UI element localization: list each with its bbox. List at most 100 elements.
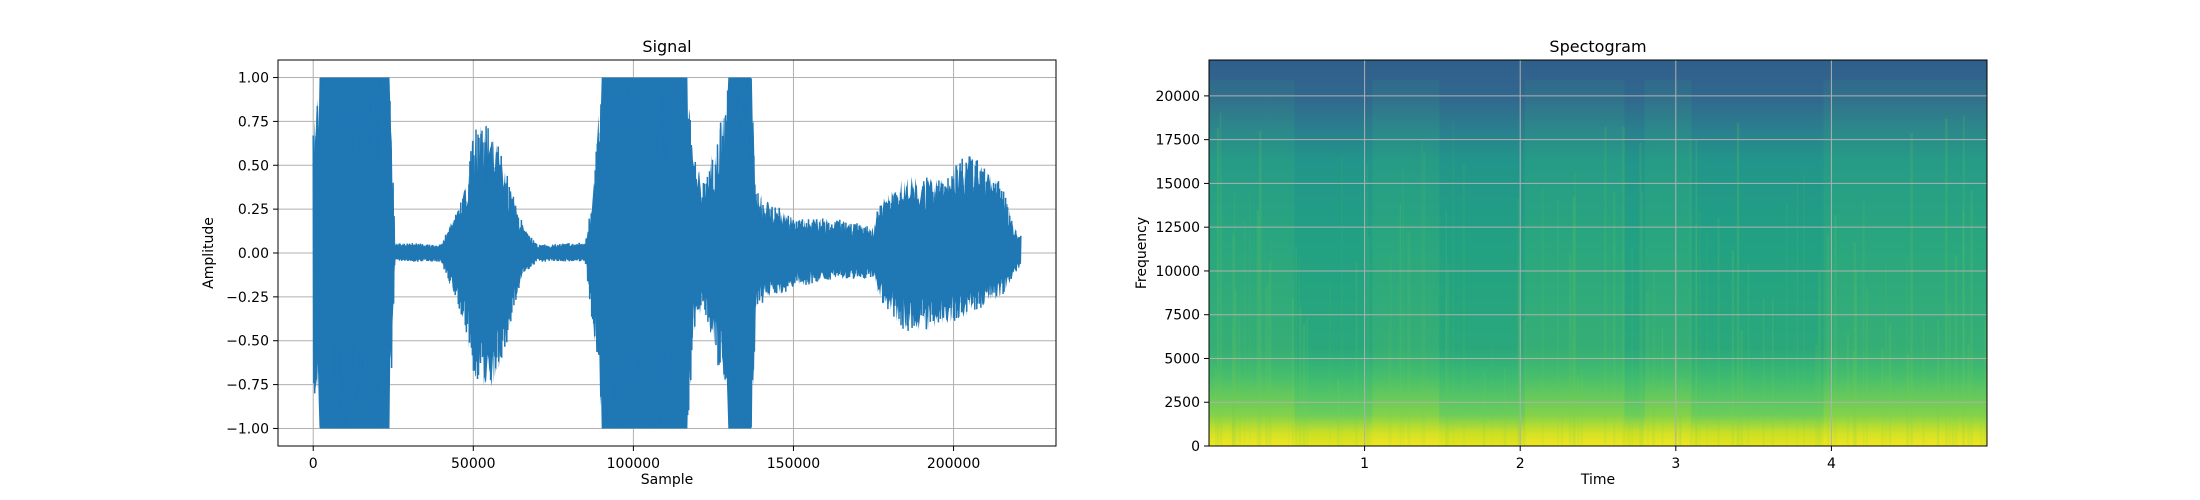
spectrogram-streak xyxy=(1717,217,1720,446)
x-tick-label: 200000 xyxy=(927,456,980,472)
spectrogram-energy-bands xyxy=(1209,80,1987,446)
spectrogram-streak xyxy=(1803,175,1805,446)
x-tick-label: 50000 xyxy=(451,456,496,472)
spectrogram-streak xyxy=(1268,262,1271,446)
x-tick-label: 4 xyxy=(1827,456,1836,472)
spectrogram-streak xyxy=(1639,142,1642,446)
y-tick-label: 15000 xyxy=(1155,176,1200,192)
x-tick-label: 100000 xyxy=(607,456,660,472)
spectrogram-streak xyxy=(1785,203,1788,446)
spectrogram-streak xyxy=(1258,131,1262,446)
spectrogram-streak xyxy=(1866,289,1868,446)
y-tick-label: 0 xyxy=(1191,439,1200,455)
spectrogram-streak xyxy=(1948,302,1951,446)
spectrogram-streak xyxy=(1517,198,1520,446)
y-tick-label: 0.25 xyxy=(238,202,269,218)
spectrogram-streak xyxy=(1846,334,1849,446)
spectrogram-streak xyxy=(1613,192,1616,446)
spectrogram-streak xyxy=(1483,371,1486,446)
spectrogram-streak xyxy=(1855,269,1858,446)
spectrogram-streak xyxy=(1402,168,1404,446)
spectrogram-streak xyxy=(1970,190,1973,446)
signal-waveform-detail xyxy=(312,78,1022,428)
spectrogram-panel: Spectogram 1 2 3 4 0 2500 5000 7500 10000 12500 15… xyxy=(1134,37,1988,488)
spectrogram-streak xyxy=(1445,292,1447,446)
spectrogram-streak xyxy=(1962,115,1965,446)
y-tick-label: 0.00 xyxy=(238,246,269,262)
spectrogram-streak xyxy=(1341,157,1343,446)
spectrogram-streak xyxy=(1266,281,1269,446)
spectrogram-streak xyxy=(1936,362,1940,446)
spectrogram-streak xyxy=(1234,289,1238,446)
signal-ylabel: Amplitude xyxy=(201,217,217,289)
spectrogram-streak xyxy=(1298,257,1300,446)
spectrogram-streak xyxy=(1336,379,1340,446)
y-tick-label: 2500 xyxy=(1164,395,1200,411)
y-tick-label: 17500 xyxy=(1155,133,1200,149)
spectrogram-xlabel: Time xyxy=(1580,472,1615,488)
signal-xlabel: Sample xyxy=(641,472,694,488)
y-tick-label: −0.25 xyxy=(226,290,269,306)
spectrogram-streak xyxy=(1699,211,1701,446)
spectrogram-streak xyxy=(1937,318,1939,446)
spectrogram-streak xyxy=(1651,403,1654,446)
y-tick-label: 7500 xyxy=(1164,308,1200,324)
spectrogram-streak xyxy=(1557,198,1559,446)
spectrogram-streak xyxy=(1906,353,1909,446)
spectrogram-streak xyxy=(1231,362,1234,446)
y-tick-label: −0.50 xyxy=(226,334,269,350)
spectrogram-streak xyxy=(1983,319,1987,446)
spectrogram-streak xyxy=(1299,307,1302,446)
spectrogram-speech-band xyxy=(1644,80,1692,446)
spectrogram-streak xyxy=(1219,112,1222,446)
spectrogram-streak xyxy=(1945,118,1948,446)
spectrogram-streak xyxy=(1503,368,1506,446)
spectrogram-streak xyxy=(1827,234,1829,446)
y-tick-label: 12500 xyxy=(1155,220,1200,236)
spectrogram-streak xyxy=(1302,324,1306,446)
spectrogram-streak xyxy=(1568,252,1572,446)
spectrogram-streak xyxy=(1220,177,1223,446)
spectrogram-streak xyxy=(1523,319,1526,446)
spectrogram-streak xyxy=(1295,246,1298,446)
spectrogram-streak xyxy=(1233,192,1236,446)
y-tick-label: 20000 xyxy=(1155,89,1200,105)
spectrogram-ticks: 1 2 3 4 0 2500 5000 7500 10000 12500 15000 17500 200… xyxy=(1155,89,1835,472)
spectrogram-streak xyxy=(1731,250,1735,446)
y-tick-label: −1.00 xyxy=(226,421,269,437)
spectrogram-streak xyxy=(1407,230,1411,446)
spectrogram-streak xyxy=(1922,320,1925,446)
spectrogram-streak xyxy=(1678,400,1682,446)
spectrogram-streak xyxy=(1232,328,1234,446)
spectrogram-streak xyxy=(1505,398,1507,446)
spectrogram-streak xyxy=(1695,138,1698,446)
spectrogram-streak xyxy=(1628,397,1630,446)
spectrogram-streak xyxy=(1329,283,1331,446)
spectrogram-streak xyxy=(1834,215,1837,446)
spectrogram-streak xyxy=(1736,121,1740,446)
spectrogram-streak xyxy=(1885,265,1887,446)
signal-panel: Signal 0 50000 100000 150000 200000 −1.00 −0.7… xyxy=(201,37,1057,488)
spectrogram-streak xyxy=(1581,369,1583,446)
spectrogram-streak xyxy=(1980,400,1983,446)
spectrogram-streak xyxy=(1491,342,1493,446)
spectrogram-streak xyxy=(1736,124,1740,446)
spectrogram-streak xyxy=(1815,345,1818,446)
spectrogram-streak xyxy=(1881,348,1884,446)
spectrogram-axes-frame xyxy=(1208,59,1988,447)
x-tick-label: 3 xyxy=(1671,456,1680,472)
x-tick-label: 150000 xyxy=(767,456,820,472)
spectrogram-streak xyxy=(1216,128,1219,446)
spectrogram-streak xyxy=(1853,242,1857,446)
spectrogram-streak xyxy=(1604,126,1607,446)
spectrogram-streak xyxy=(1232,233,1235,446)
spectrogram-streak xyxy=(1238,313,1241,446)
spectrogram-streak xyxy=(1577,377,1580,446)
spectrogram-streak xyxy=(1239,382,1242,446)
spectrogram-speech-band xyxy=(1823,80,1987,446)
y-tick-label: 1.00 xyxy=(238,71,269,87)
spectrogram-streak xyxy=(1541,187,1544,446)
spectrogram-streak xyxy=(1574,173,1576,446)
spectrogram-streak xyxy=(1852,350,1856,446)
